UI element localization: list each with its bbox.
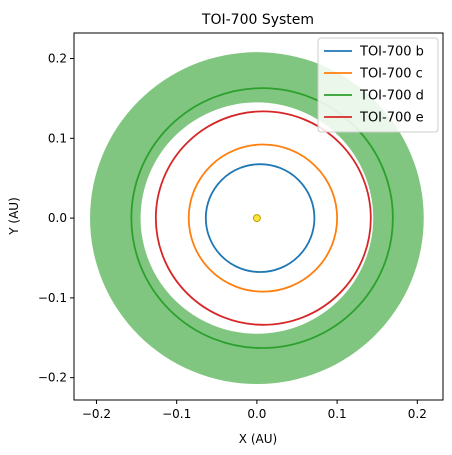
axes-frame xyxy=(73,32,444,401)
x-tick-label: 0.1 xyxy=(328,407,347,421)
legend: TOI-700 b TOI-700 c TOI-700 d TOI-700 e xyxy=(317,37,439,133)
x-axis-ticks: −0.2 −0.1 0.0 0.1 0.2 xyxy=(82,400,427,421)
y-tick-label: −0.2 xyxy=(38,371,67,385)
y-tick-label: 0.1 xyxy=(48,131,67,145)
legend-label: TOI-700 c xyxy=(359,67,423,82)
y-tick-label: −0.1 xyxy=(38,291,67,305)
y-tick-label: 0.0 xyxy=(48,211,67,225)
orbit-toi-700-e xyxy=(154,110,372,326)
y-tick-label: 0.2 xyxy=(48,52,67,66)
orbit-toi-700-b xyxy=(204,163,316,273)
x-tick-label: −0.2 xyxy=(82,407,111,421)
legend-box xyxy=(317,37,439,133)
legend-label: TOI-700 d xyxy=(359,89,424,104)
x-tick-label: 0.0 xyxy=(247,407,266,421)
x-tick-label: −0.1 xyxy=(162,407,191,421)
y-axis-label: Y (AU) xyxy=(7,197,21,236)
y-axis-ticks: −0.2 −0.1 0.0 0.1 0.2 xyxy=(38,52,74,385)
plot-area xyxy=(90,52,424,385)
x-axis-label: X (AU) xyxy=(239,432,277,446)
legend-label: TOI-700 e xyxy=(359,111,424,126)
orbit-toi-700-d xyxy=(130,87,394,349)
x-tick-label: 0.2 xyxy=(408,407,427,421)
star-marker xyxy=(252,214,261,223)
legend-label: TOI-700 b xyxy=(359,45,424,60)
chart-title: TOI-700 System xyxy=(201,12,314,28)
orbit-toi-700-c xyxy=(187,143,339,293)
